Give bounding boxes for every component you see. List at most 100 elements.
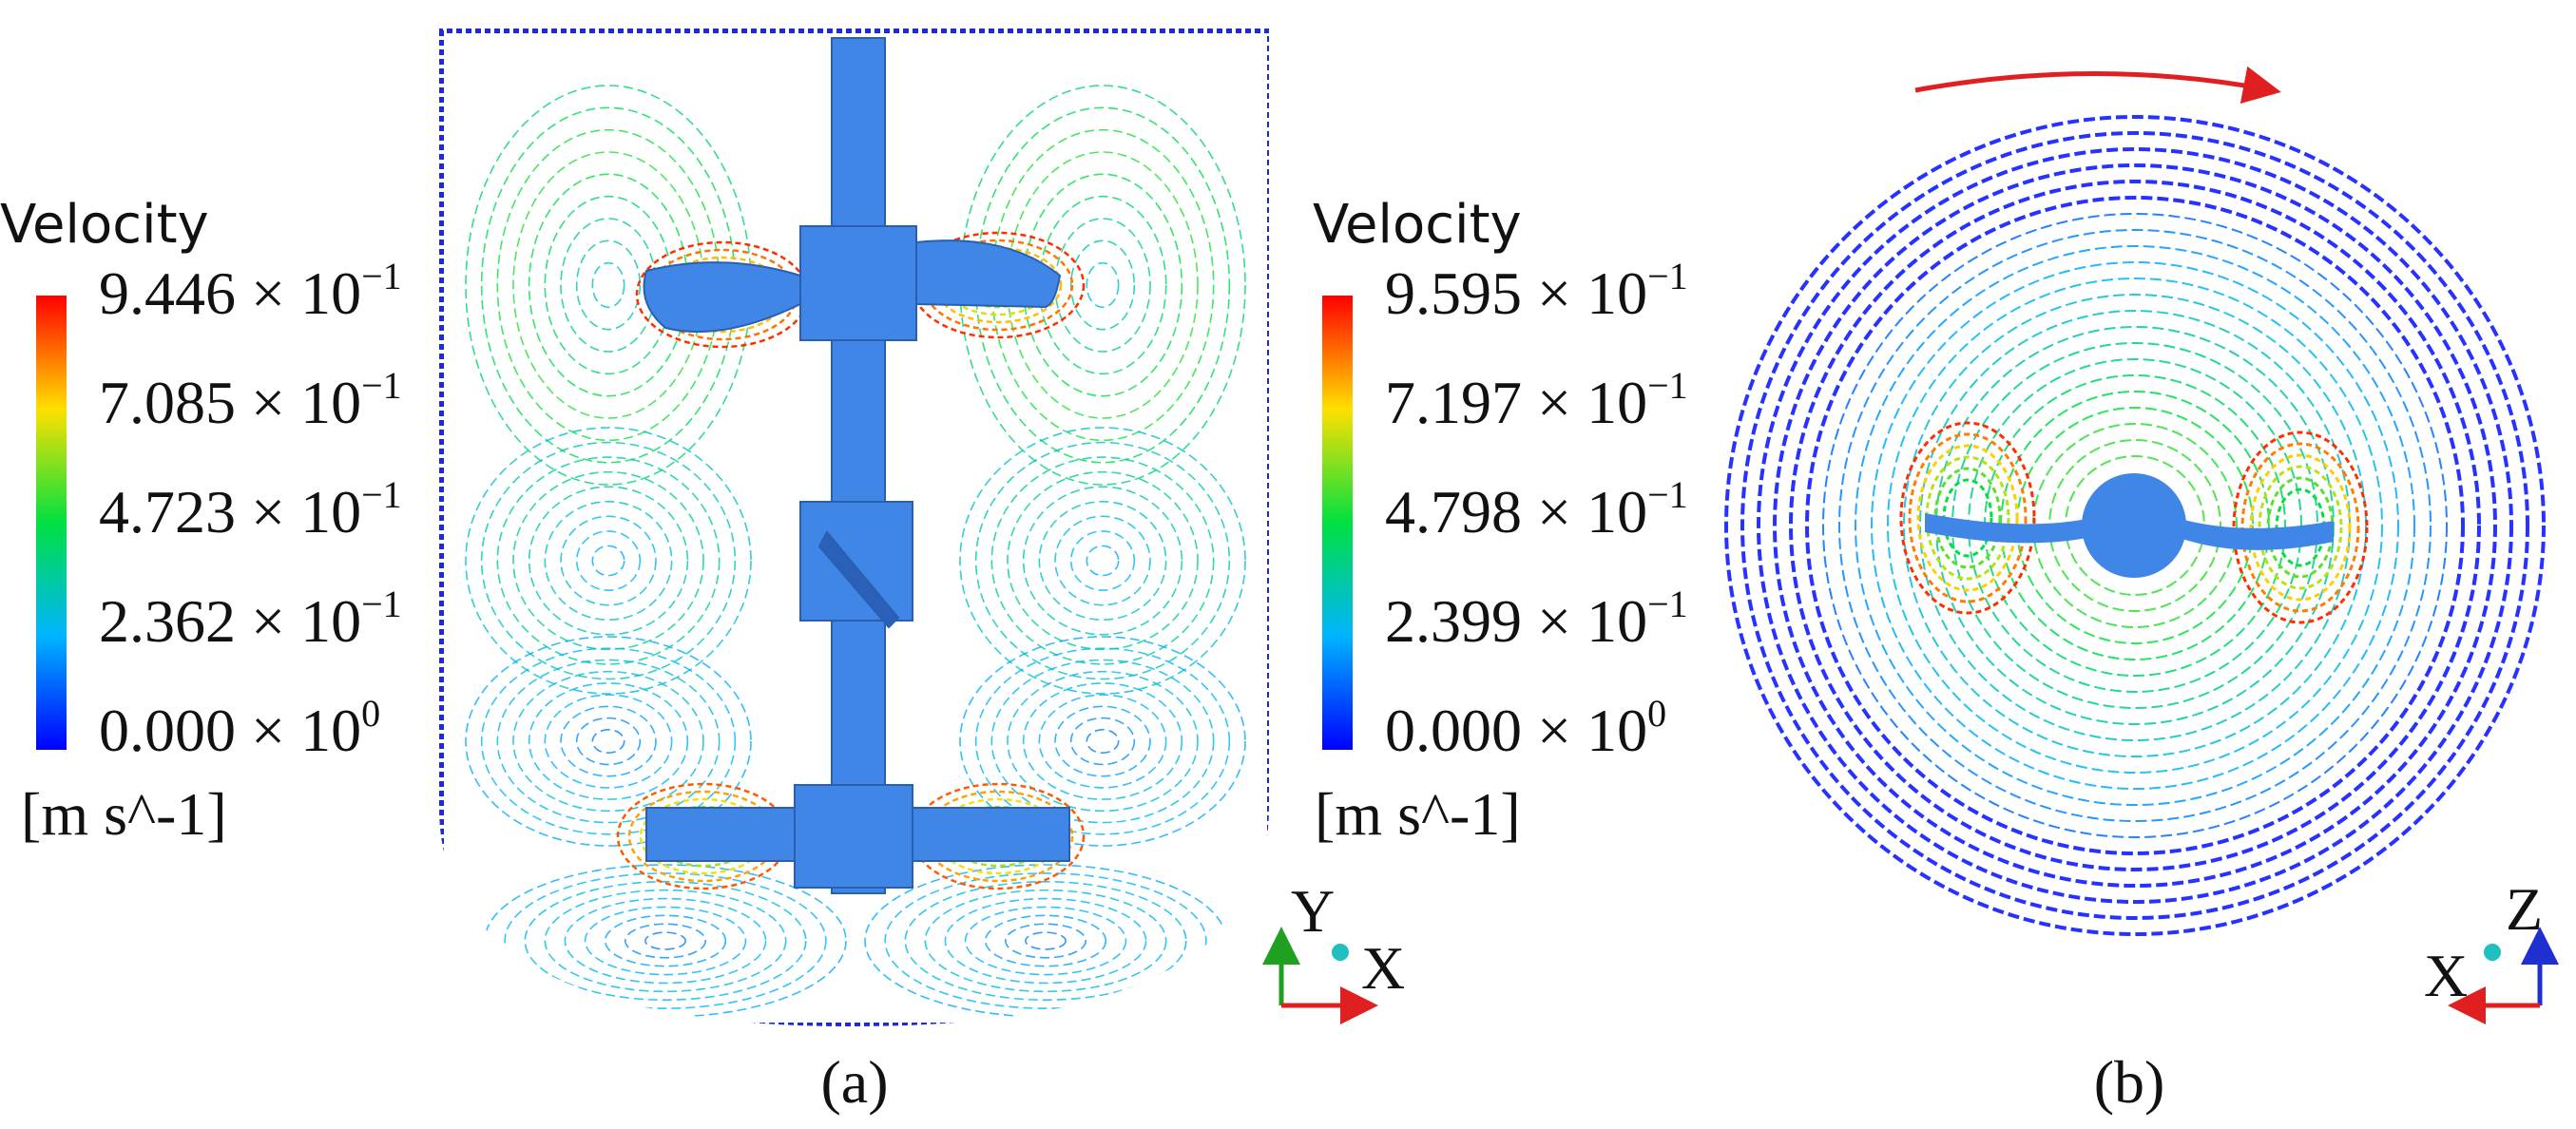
- axis-triad-b: [2448, 927, 2559, 1024]
- streamline: [984, 914, 1107, 967]
- streamline: [1933, 467, 2002, 569]
- streamline: [2240, 442, 2360, 613]
- streamline: [1069, 530, 1136, 591]
- streamline: [1086, 261, 1120, 309]
- streamline: [504, 872, 827, 1009]
- streamline: [644, 931, 686, 950]
- streamline: [524, 880, 807, 1002]
- colorbar: [1322, 296, 1353, 750]
- tick-exponent: −1: [1647, 364, 1688, 407]
- streamline: [604, 914, 727, 967]
- streamline: [922, 790, 1074, 883]
- streamline: [1887, 277, 2383, 774]
- streamline: [512, 670, 704, 813]
- streamline: [1022, 682, 1183, 800]
- legend-tick: 2.399 × 10−1: [1385, 583, 1688, 655]
- streamline: [922, 239, 1074, 332]
- streamline: [2232, 431, 2369, 624]
- legend-tick: 0.000 × 100: [1385, 692, 1666, 764]
- streamline: [560, 218, 657, 353]
- tick-exponent: −1: [361, 364, 402, 407]
- streamline: [974, 441, 1231, 680]
- streamline: [591, 545, 625, 577]
- tick-mantissa: 2.399 × 10: [1385, 587, 1647, 655]
- legend-unit: [m s^-1]: [1315, 780, 1521, 848]
- tick-exponent: 0: [361, 692, 380, 735]
- legend-tick: 4.798 × 10−1: [1385, 473, 1688, 545]
- streamline: [528, 682, 689, 800]
- streamline: [884, 872, 1207, 1009]
- tick-mantissa: 7.197 × 10: [1385, 369, 1647, 436]
- tick-mantissa: 7.085 × 10: [99, 369, 361, 436]
- streamline: [584, 906, 747, 976]
- streamline: [1899, 421, 2036, 615]
- streamline: [1871, 261, 2399, 790]
- streamline: [484, 864, 847, 1018]
- streamline: [496, 456, 721, 665]
- tick-mantissa: 0.000 × 10: [99, 697, 361, 764]
- streamline: [1025, 931, 1067, 950]
- streamline: [480, 441, 737, 680]
- tick-exponent: −1: [361, 473, 402, 516]
- legend-tick: 9.595 × 10−1: [1385, 255, 1688, 327]
- rotation-arrow: [1914, 66, 2281, 105]
- streamline: [465, 427, 752, 695]
- streamline: [1724, 115, 2546, 936]
- legend-title: Velocity: [0, 194, 209, 256]
- streamline: [544, 694, 673, 789]
- streamline: [624, 923, 707, 959]
- tick-mantissa: 4.798 × 10: [1385, 478, 1647, 545]
- streamline: [564, 897, 767, 985]
- axis-label: Z: [2506, 875, 2543, 943]
- axis-triad-a: [1262, 927, 1378, 1024]
- streamline: [1805, 196, 2465, 855]
- streamline: [1773, 163, 2497, 888]
- streamline: [964, 906, 1127, 976]
- streamline: [528, 486, 689, 636]
- streamline: [990, 659, 1215, 824]
- impeller-b: [1925, 473, 2334, 578]
- streamline: [591, 261, 625, 309]
- impeller-a: [643, 37, 1070, 894]
- streamline: [990, 456, 1215, 665]
- tick-mantissa: 0.000 × 10: [1385, 697, 1647, 764]
- streamline: [1855, 245, 2415, 806]
- legend-tick: 7.085 × 10−1: [99, 364, 402, 436]
- streamline: [1740, 131, 2529, 920]
- streamline: [1038, 195, 1167, 375]
- tick-mantissa: 2.362 × 10: [99, 587, 361, 655]
- streamline: [1054, 705, 1151, 777]
- tick-exponent: −1: [1647, 255, 1688, 297]
- streamline: [544, 889, 787, 993]
- tick-exponent: −1: [1647, 583, 1688, 625]
- streamline: [1086, 545, 1120, 577]
- caption: (a): [820, 1048, 888, 1116]
- streamline: [1007, 470, 1199, 651]
- legend-unit: [m s^-1]: [21, 780, 227, 848]
- streamline: [944, 897, 1147, 985]
- tick-exponent: −1: [1647, 473, 1688, 516]
- axis-label: Y: [1291, 877, 1335, 945]
- axis-label: X: [2424, 942, 2468, 1009]
- streamline: [591, 728, 625, 755]
- legend-tick: 0.000 × 100: [99, 692, 380, 764]
- streamline: [575, 530, 642, 591]
- streamline: [1004, 923, 1087, 959]
- legend-title: Velocity: [1313, 194, 1522, 256]
- streamline: [924, 889, 1167, 993]
- streamline: [575, 239, 642, 331]
- streamline: [544, 500, 673, 622]
- streamline: [904, 880, 1187, 1002]
- streamline: [1038, 500, 1167, 622]
- streamline: [1789, 180, 2481, 871]
- streamline: [560, 515, 657, 606]
- legend-tick: 9.446 × 10−1: [99, 255, 402, 327]
- tick-mantissa: 4.723 × 10: [99, 478, 361, 545]
- streamline: [480, 647, 737, 835]
- streamline: [512, 470, 704, 651]
- streamline: [496, 659, 721, 824]
- streamline: [1086, 728, 1120, 755]
- colorbar: [36, 296, 67, 750]
- streamline: [1822, 213, 2448, 838]
